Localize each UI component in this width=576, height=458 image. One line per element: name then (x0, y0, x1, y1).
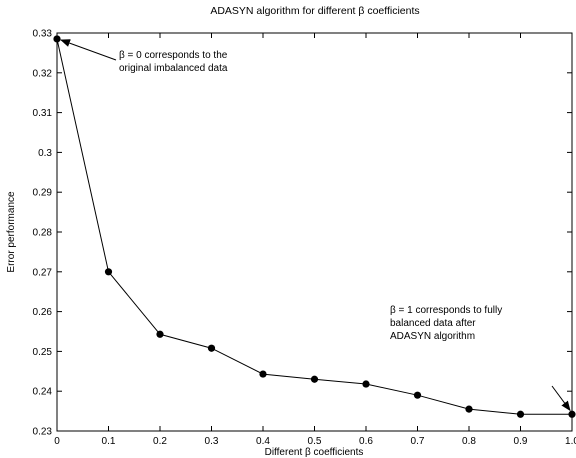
y-tick-label: 0.33 (33, 29, 53, 40)
series-points (53, 35, 576, 418)
x-tick-label: 0.8 (462, 436, 476, 447)
y-axis-label: Error performance (6, 191, 17, 273)
data-point (104, 268, 113, 276)
data-point (310, 375, 319, 383)
y-tick-label: 0.24 (33, 387, 53, 398)
data-point (259, 370, 267, 378)
y-tick-label: 0.23 (33, 427, 53, 438)
annotation-beta-0-line-1: β = 0 corresponds to the (119, 50, 228, 61)
y-tick-label: 0.3 (38, 148, 52, 159)
x-axis-ticks: 0 0.1 0.2 0.3 0.4 0.5 0.6 0.7 0.8 0.9 1.0 (54, 33, 576, 447)
y-tick-label: 0.28 (33, 228, 53, 239)
data-point (516, 410, 525, 418)
y-tick-label: 0.26 (33, 307, 53, 318)
data-point (413, 391, 422, 399)
data-point (53, 35, 61, 43)
plot-frame (56, 32, 573, 432)
annotation-beta-1-arrow (551, 385, 571, 412)
data-point (156, 330, 164, 338)
data-point (568, 410, 576, 418)
annotation-beta-1-line-1: β = 1 corresponds to fully (390, 305, 502, 316)
x-tick-label: 1.0 (565, 436, 576, 447)
chart-title: ADASYN algorithm for different β coeffic… (210, 5, 419, 17)
x-tick-label: 0.4 (256, 436, 270, 447)
x-axis-label: Different β coefficients (265, 447, 364, 458)
annotation-beta-1-line-2: balanced data after (390, 318, 476, 329)
series-line (56, 38, 572, 415)
annotation-beta-0-line-2: original imbalanced data (119, 63, 228, 74)
x-tick-label: 0.7 (411, 436, 425, 447)
annotation-beta-0: β = 0 corresponds to the original imbala… (60, 39, 228, 74)
x-tick-label: 0.9 (514, 436, 528, 447)
y-tick-label: 0.31 (33, 108, 53, 119)
y-tick-label: 0.25 (33, 347, 53, 358)
x-tick-label: 0.5 (308, 436, 322, 447)
y-tick-label: 0.27 (33, 267, 53, 278)
x-tick-label: 0.2 (153, 436, 167, 447)
data-point (465, 405, 473, 413)
annotation-beta-1-line-3: ADASYN algorithm (390, 331, 475, 342)
y-axis-ticks: 0.23 0.24 0.25 0.26 0.27 0.28 0.29 0.3 0.31 0.32 0… (33, 29, 572, 438)
annotation-beta-0-arrow (60, 39, 117, 61)
x-tick-label: 0.6 (359, 436, 373, 447)
data-point (362, 380, 370, 388)
x-tick-label: 0.3 (205, 436, 219, 447)
y-tick-label: 0.32 (33, 68, 53, 79)
x-tick-label: 0 (54, 436, 60, 447)
annotation-beta-1: β = 1 corresponds to fully balanced data… (390, 305, 571, 412)
x-tick-label: 0.1 (102, 436, 116, 447)
data-point (207, 344, 216, 352)
y-tick-label: 0.29 (33, 188, 53, 199)
